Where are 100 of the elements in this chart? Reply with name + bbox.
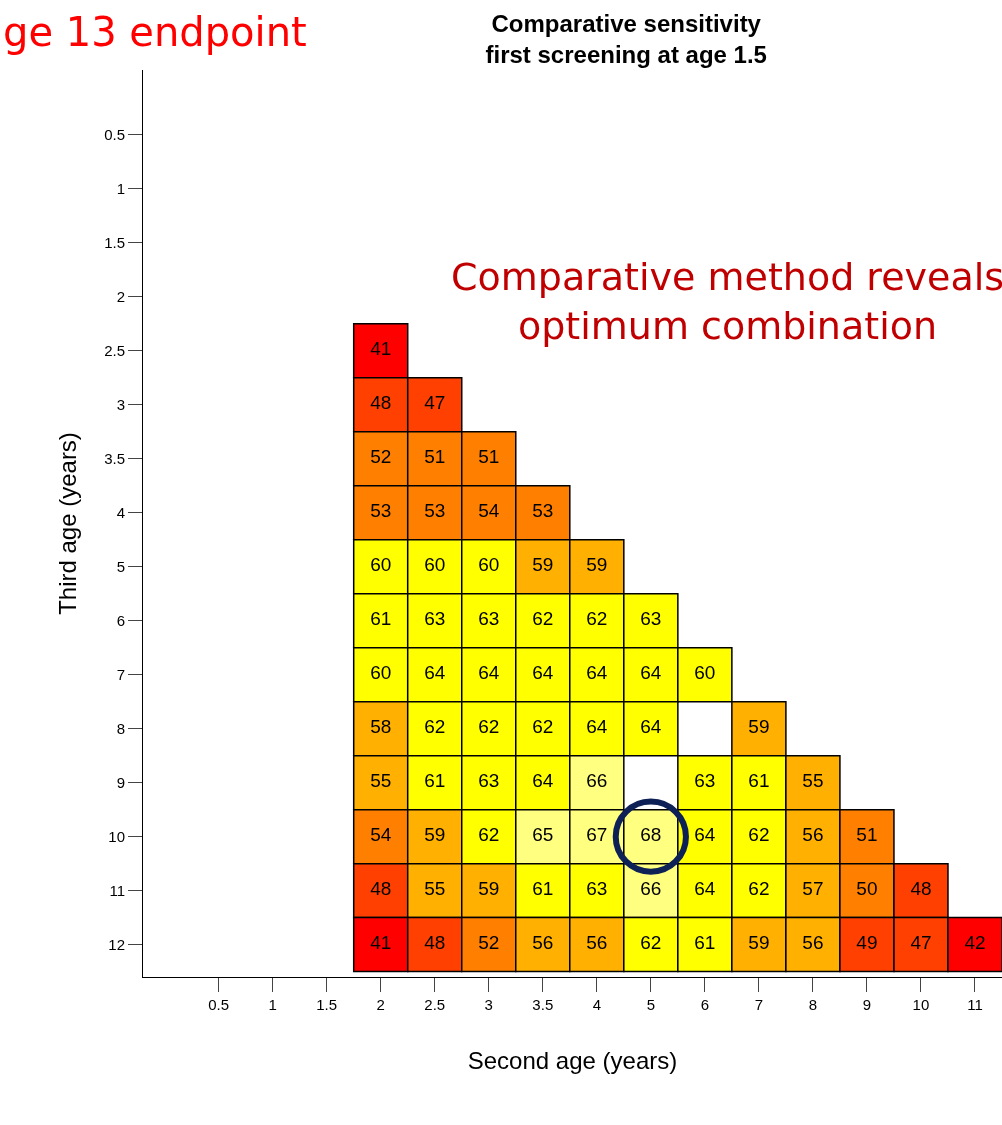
data-label: 66 [586, 770, 608, 792]
data-label: 61 [370, 608, 392, 630]
x-axis-title: Second age (years) [467, 1047, 678, 1075]
data-label: 64 [694, 878, 716, 900]
y-tick-label: 3 [116, 395, 125, 413]
y-tick-label: 5 [116, 557, 125, 575]
data-label: 60 [478, 554, 500, 576]
data-label: 55 [802, 770, 824, 792]
data-label: 64 [586, 662, 608, 684]
x-tick-label: 7 [754, 996, 764, 1013]
data-label: 59 [748, 716, 770, 738]
data-label: 42 [964, 932, 986, 954]
y-tick-label: 11 [109, 881, 125, 899]
data-label: 61 [748, 770, 770, 792]
data-label: 59 [424, 824, 446, 846]
data-label: 60 [694, 662, 716, 684]
data-label: 55 [424, 878, 446, 900]
data-label: 61 [694, 932, 716, 954]
text: ge 13 endpoint [3, 9, 307, 55]
data-label: 67 [586, 824, 608, 846]
x-tick-label: 2 [376, 996, 385, 1013]
data-label: 62 [532, 608, 554, 630]
y-tick-label: 4 [116, 503, 125, 521]
data-label: 53 [532, 500, 554, 522]
data-label: 56 [532, 932, 554, 954]
data-label: 56 [802, 824, 824, 846]
y-tick-label: 3.5 [104, 449, 125, 467]
data-label: 62 [532, 716, 554, 738]
data-label: 56 [802, 932, 824, 954]
y-tick-label: 8 [116, 719, 125, 737]
data-label: 52 [478, 932, 500, 954]
data-label: 60 [370, 662, 392, 684]
data-label: 68 [640, 824, 662, 846]
data-label: 59 [532, 554, 554, 576]
x-tick-label: 2.5 [424, 996, 446, 1013]
y-tick-label: 1 [116, 180, 125, 198]
data-label: 56 [586, 932, 608, 954]
data-label: 64 [532, 662, 554, 684]
y-tick-label: 7 [116, 665, 125, 683]
data-label: 64 [424, 662, 446, 684]
data-label: 52 [370, 446, 392, 468]
data-label: 62 [640, 932, 662, 954]
data-label: 63 [478, 770, 500, 792]
data-label: 53 [370, 500, 392, 522]
data-label: 62 [424, 716, 446, 738]
data-label: 63 [478, 608, 500, 630]
data-label: 51 [424, 446, 446, 468]
data-label: 55 [370, 770, 392, 792]
data-label: 50 [856, 878, 878, 900]
chart-title: Comparative sensitivity first screening at age 1.5 [485, 9, 767, 68]
data-label: 53 [424, 500, 446, 522]
data-label: 64 [694, 824, 716, 846]
data-label: 62 [478, 824, 500, 846]
data-label: 61 [532, 878, 554, 900]
y-tick-label: 10 [108, 827, 125, 845]
y-tick-label: 9 [116, 773, 125, 791]
data-label: 64 [640, 716, 662, 738]
x-tick-label: 9 [862, 996, 872, 1013]
data-label: 51 [478, 446, 500, 468]
x-tick-label: 11 [967, 996, 983, 1013]
data-label: 63 [640, 608, 662, 630]
x-tick-label: 10 [912, 996, 930, 1013]
data-label: 62 [748, 824, 770, 846]
data-label: 62 [478, 716, 500, 738]
data-label: 63 [586, 878, 608, 900]
data-label: 59 [478, 878, 500, 900]
data-label: 65 [532, 824, 554, 846]
data-label: 63 [424, 608, 446, 630]
x-tick-label: 5 [646, 996, 656, 1013]
data-label: 58 [370, 716, 392, 738]
data-label: 64 [640, 662, 662, 684]
annotation: Comparative method reveals optimum combination [451, 255, 1002, 349]
y-tick-label: 0.5 [104, 126, 125, 144]
data-label: 48 [424, 932, 446, 954]
data-label: 48 [370, 392, 392, 414]
data-label: 54 [370, 824, 392, 846]
data-label: 60 [424, 554, 446, 576]
y-tick-label: 12 [108, 935, 125, 953]
x-tick-label: 0.5 [208, 996, 230, 1013]
data-label: 41 [370, 338, 392, 360]
data-label: 41 [370, 932, 392, 954]
data-label: 63 [694, 770, 716, 792]
data-label: 64 [586, 716, 608, 738]
data-label: 62 [586, 608, 608, 630]
y-axis-title: Third age (years) [54, 432, 82, 615]
data-label: 48 [370, 878, 392, 900]
y-tick-label: 2.5 [104, 341, 125, 359]
data-label: 59 [748, 932, 770, 954]
x-tick-label: 8 [808, 996, 818, 1013]
x-tick-label: 1.5 [316, 996, 338, 1013]
x-tick-label: 6 [700, 996, 710, 1013]
y-tick-label: 6 [116, 611, 125, 629]
x-tick-label: 3.5 [532, 996, 554, 1013]
y-tick-label: 1.5 [104, 234, 125, 252]
x-tick-label: 3 [484, 996, 493, 1013]
data-label: 59 [586, 554, 608, 576]
x-tick-label: 4 [592, 996, 601, 1013]
data-label: 48 [910, 878, 932, 900]
data-label: 64 [532, 770, 554, 792]
data-label: 57 [802, 878, 824, 900]
